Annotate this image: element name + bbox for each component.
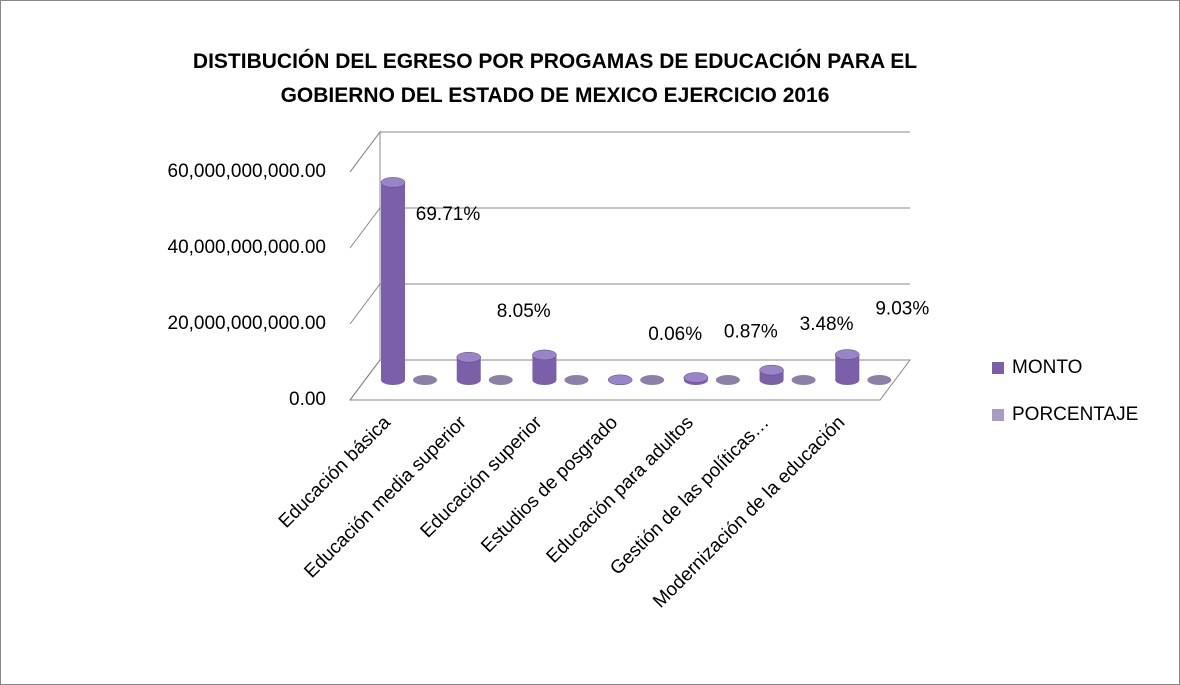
data-label: 0.87% [724, 322, 778, 343]
bar-top [715, 375, 740, 385]
bar-top [835, 349, 860, 360]
bar-top [640, 375, 665, 385]
legend-label: MONTO [1012, 357, 1082, 378]
bar-top [867, 375, 892, 385]
bar [564, 375, 589, 385]
legend-swatch [992, 362, 1004, 374]
bar [759, 364, 784, 385]
bar [413, 375, 438, 385]
bar-top [759, 364, 784, 376]
bar-bottom [456, 375, 481, 385]
y-tick-label: 40,000,000,000.00 [168, 237, 327, 258]
bar [715, 375, 740, 385]
grid-line [349, 131, 910, 173]
bar [835, 349, 860, 385]
bar [488, 375, 513, 385]
legend-swatch [992, 409, 1004, 421]
grid-line [349, 359, 910, 401]
bar-top [532, 349, 557, 361]
y-tick-label: 60,000,000,000.00 [168, 161, 327, 182]
data-label: 69.71% [416, 204, 481, 225]
data-label: 9.03% [875, 299, 929, 320]
bar [456, 351, 481, 385]
data-label: 3.48% [800, 314, 854, 335]
bar-top [683, 372, 709, 383]
bar-top [791, 375, 816, 385]
data-label: 8.05% [497, 301, 551, 322]
bar-top [607, 374, 633, 386]
bar-body [381, 182, 406, 380]
bar-top [564, 375, 589, 385]
y-tick-label: 20,000,000,000.00 [168, 313, 327, 334]
bar-body [456, 357, 481, 380]
bar-top [413, 375, 438, 385]
legend-label: PORCENTAJE [1012, 404, 1138, 425]
bar-top [456, 351, 481, 363]
bar-bottom [532, 375, 557, 385]
bar [532, 349, 557, 385]
chart-title: DISTIBUCIÓN DEL EGRESO POR PROGAMAS DE E… [193, 49, 917, 107]
bar [380, 177, 406, 385]
bar-bottom [759, 375, 784, 385]
bar-bottom [835, 375, 860, 385]
bar [791, 375, 816, 385]
bar-top [488, 375, 513, 385]
data-label: 0.06% [648, 324, 702, 345]
bar [867, 375, 892, 385]
bar [640, 375, 665, 385]
bar [607, 374, 633, 386]
grid-line [349, 207, 910, 249]
bar [683, 372, 709, 385]
grid-line [349, 283, 910, 325]
bar-top [380, 177, 406, 188]
y-tick-label: 0.00 [289, 389, 326, 410]
bar-bottom [381, 375, 406, 385]
